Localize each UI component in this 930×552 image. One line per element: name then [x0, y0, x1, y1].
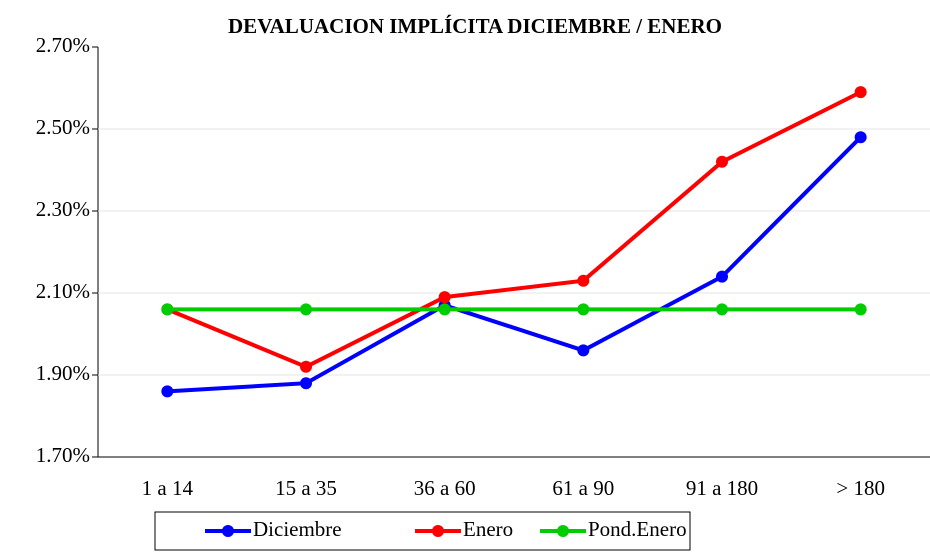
series-line — [166, 90, 862, 369]
point — [161, 303, 174, 316]
series-line — [167, 135, 863, 394]
point — [854, 131, 867, 144]
point — [854, 303, 867, 316]
legend-marker — [432, 525, 444, 537]
legend-label: Diciembre — [253, 517, 342, 541]
point — [438, 303, 451, 316]
point — [716, 303, 728, 316]
x-tick-label: 91 a 180 — [686, 476, 758, 500]
x-tick-label: 61 a 90 — [552, 476, 614, 500]
point — [161, 385, 174, 398]
point — [577, 274, 590, 287]
x-tick-label: > 180 — [836, 476, 885, 500]
y-tick-label: 1.70% — [36, 443, 90, 467]
x-tick-label: 1 a 14 — [142, 476, 194, 500]
legend-label: Pond.Enero — [588, 517, 687, 541]
y-tick-label: 1.90% — [36, 361, 90, 385]
point — [854, 86, 867, 99]
point — [577, 303, 590, 316]
point — [300, 360, 312, 373]
point — [438, 291, 451, 304]
point — [716, 270, 728, 283]
y-tick-label: 2.70% — [36, 33, 90, 57]
legend-label: Enero — [463, 517, 513, 541]
point — [716, 155, 728, 168]
chart-title: DEVALUACION IMPLÍCITA DICIEMBRE / ENERO — [228, 14, 722, 38]
y-tick-label: 2.10% — [36, 279, 90, 303]
legend-marker — [557, 525, 569, 537]
point — [300, 377, 312, 390]
x-tick-label: 36 a 60 — [414, 476, 476, 500]
point — [300, 303, 312, 316]
point — [577, 344, 590, 357]
legend-marker — [222, 525, 234, 537]
y-tick-label: 2.30% — [36, 197, 90, 221]
x-tick-label: 15 a 35 — [275, 476, 337, 500]
y-tick-label: 2.50% — [36, 115, 90, 139]
